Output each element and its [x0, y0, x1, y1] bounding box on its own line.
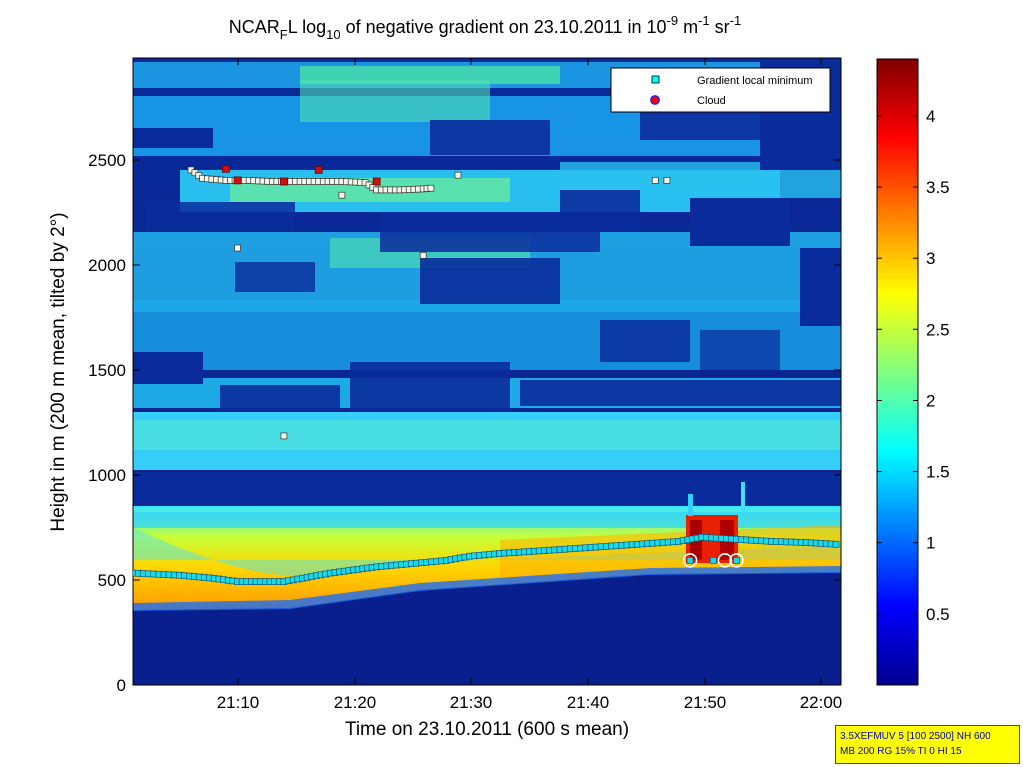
gradient-minimum-marker [280, 432, 288, 440]
gradient-minimum-marker [686, 557, 694, 564]
x-tick-label: 21:40 [567, 693, 610, 712]
cloud-marker [314, 166, 323, 174]
colorbar-tick-label: 0.5 [926, 605, 950, 624]
legend-entry-gradient: Gradient local minimum [697, 75, 813, 87]
colorbar-tick-label: 2 [926, 392, 935, 411]
x-tick-label: 21:20 [334, 693, 377, 712]
y-tick-label: 2000 [88, 256, 126, 275]
chart-title: NCARFL log10 of negative gradient on 23.… [229, 13, 741, 42]
legend: Gradient local minimum Cloud [610, 67, 831, 113]
y-tick-label: 2500 [88, 151, 126, 170]
legend-box [610, 67, 831, 113]
x-axis: 21:10 21:20 21:30 21:40 21:50 22:00 [217, 58, 843, 712]
colorbar-gradient [876, 58, 919, 686]
x-tick-label: 21:50 [684, 693, 727, 712]
y-axis-label: Height in m (200 m mean, tilted by 2°) [48, 212, 69, 531]
x-axis-label: Time on 23.10.2011 (600 s mean) [345, 719, 629, 740]
y-tick-label: 1500 [88, 361, 126, 380]
colorbar: 0.5 1 1.5 2 2.5 3 3.5 4 [876, 58, 950, 686]
cloud-marker [682, 553, 698, 568]
colorbar-ticks: 0.5 1 1.5 2 2.5 3 3.5 4 [877, 107, 950, 624]
colorbar-tick-label: 1 [926, 534, 935, 553]
y-tick-label: 1000 [88, 466, 126, 485]
heatmap-field [133, 58, 841, 685]
gradient-minimum-marker [709, 557, 717, 564]
y-tick-label: 500 [98, 571, 126, 590]
gradient-minimum-marker [663, 177, 671, 184]
x-tick-label: 21:30 [450, 693, 493, 712]
cloud-marker [717, 553, 733, 568]
legend-circle-marker [650, 95, 660, 105]
colorbar-tick-label: 2.5 [926, 320, 950, 339]
y-axis: 0 500 1000 1500 2000 2500 [88, 151, 841, 695]
legend-square-marker [651, 75, 660, 84]
cloud-marker [233, 176, 242, 185]
x-tick-label: 22:00 [800, 693, 843, 712]
info-line-2: MB 200 RG 15% TI 0 HI 15 [840, 746, 962, 757]
marker-layer [133, 164, 840, 585]
cloud-marker [372, 177, 381, 186]
info-box: 3.5XEFMUV 5 [100 2500] NH 600 MB 200 RG … [835, 725, 1020, 764]
colorbar-tick-label: 3.5 [926, 178, 950, 197]
colorbar-tick-label: 4 [926, 107, 935, 126]
gradient-minimum-marker [338, 191, 346, 199]
cloud-marker [280, 177, 288, 186]
gradient-minimum-marker [832, 540, 840, 548]
cloud-marker [729, 553, 744, 568]
info-line-1: 3.5XEFMUV 5 [100 2500] NH 600 [840, 731, 991, 742]
gradient-minimum-marker [454, 171, 462, 179]
y-tick-label: 0 [117, 676, 126, 695]
gradient-minimum-marker [733, 557, 740, 564]
colorbar-tick-label: 3 [926, 249, 935, 268]
legend-entry-cloud: Cloud [697, 95, 726, 107]
gradient-minimum-marker [419, 252, 427, 259]
cloud-marker [222, 164, 230, 173]
plot-frame [132, 57, 842, 686]
gradient-minimum-marker [651, 177, 659, 184]
gradient-minimum-marker [427, 184, 435, 192]
gradient-minimum-marker [234, 244, 241, 252]
colorbar-tick-label: 1.5 [926, 463, 950, 482]
x-tick-label: 21:10 [217, 693, 260, 712]
